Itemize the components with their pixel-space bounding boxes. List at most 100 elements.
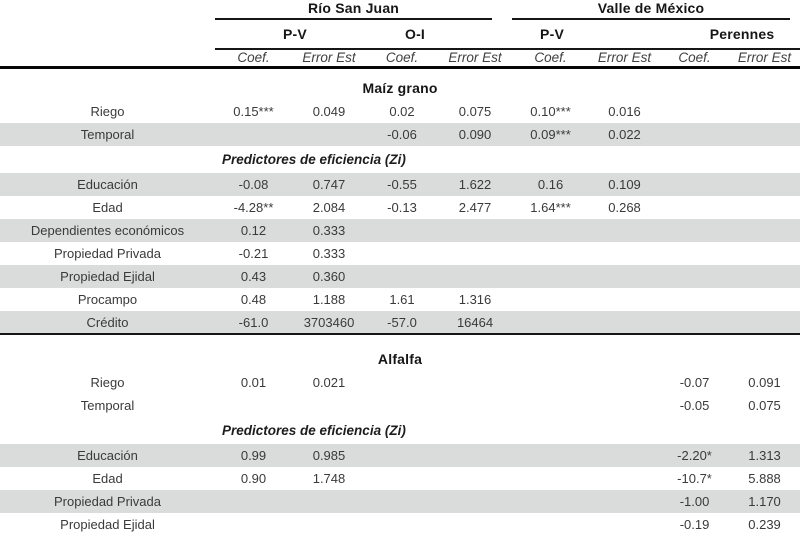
region-header-group: Río San Juan xyxy=(215,0,512,20)
cell-value xyxy=(729,196,800,219)
cell-value xyxy=(512,242,589,265)
cell-value: 1.313 xyxy=(729,444,800,467)
row-label: Edad xyxy=(92,471,123,486)
row-label: Educación xyxy=(0,444,215,467)
row-label: Riego xyxy=(90,104,125,119)
cell-value xyxy=(512,394,589,417)
cell-value: -0.06 xyxy=(366,123,438,146)
cell-value: 5.888 xyxy=(748,471,781,486)
table-row: Dependientes económicos 0.12 0.333 xyxy=(0,219,800,242)
cell-value: -4.28** xyxy=(233,200,274,215)
row-label: Propiedad Privada xyxy=(0,490,215,513)
subheader-row: Predictores de eficiencia (Zi) xyxy=(0,146,800,173)
cell-value: 0.239 xyxy=(748,517,781,532)
cell-value xyxy=(660,173,730,196)
cell-value xyxy=(438,242,512,265)
cell-value: 16464 xyxy=(438,311,513,335)
cell-value xyxy=(292,123,366,146)
cell-value xyxy=(438,394,512,417)
cell-value xyxy=(512,219,590,242)
region-header-group: Valle de México xyxy=(512,0,800,20)
cell-value: 0.48 xyxy=(240,292,267,307)
subheader-label: Predictores de eficiencia (Zi) xyxy=(222,152,406,167)
stat-header-coef: Coef. xyxy=(512,49,590,69)
cell-value xyxy=(729,311,800,335)
cell-value xyxy=(438,513,512,536)
cell-value: 0.747 xyxy=(292,173,366,196)
cell-value xyxy=(589,490,661,513)
cell-value: 1.188 xyxy=(312,292,346,307)
cell-value: 0.333 xyxy=(312,246,346,261)
section-title: Maíz grano xyxy=(362,80,438,96)
stat-header-error-est: Error Est xyxy=(292,49,366,69)
cell-value: 2.477 xyxy=(458,200,492,215)
row-label: Procampo xyxy=(77,292,138,307)
table-row: Propiedad Ejidal -0.19 0.239 xyxy=(0,513,800,536)
cell-value: 0.075 xyxy=(458,104,492,119)
row-label: Propiedad Privada xyxy=(54,246,161,261)
section-title-row: Maíz grano xyxy=(0,67,800,100)
region-header-row: Río San Juan Valle de México xyxy=(0,0,800,20)
stat-header-coef: Coef. xyxy=(660,49,730,69)
season-header-row: P-V O-I P-V Perennes xyxy=(0,20,800,50)
season-header-pv-rio-san-juan: P-V xyxy=(215,20,366,50)
cell-value: 0.022 xyxy=(589,123,661,146)
cell-value xyxy=(589,467,660,490)
cell-value: 0.43 xyxy=(215,265,292,288)
cell-value xyxy=(438,371,512,394)
cell-value: 0.90 xyxy=(240,471,267,486)
cell-value: 0.268 xyxy=(608,200,641,215)
cell-value xyxy=(366,513,438,536)
cell-value: 1.61 xyxy=(389,292,415,307)
cell-value xyxy=(215,513,292,536)
cell-value: -0.07 xyxy=(679,375,710,390)
cell-value xyxy=(366,490,438,513)
cell-value xyxy=(292,490,366,513)
row-label: Propiedad Ejidal xyxy=(60,517,155,532)
subheader-label: Predictores de eficiencia (Zi) xyxy=(222,423,406,438)
section-title: Alfalfa xyxy=(377,351,423,367)
stat-header-error-est: Error Est xyxy=(438,49,513,69)
cell-value xyxy=(512,467,589,490)
cell-value xyxy=(589,394,660,417)
cell-value xyxy=(589,265,661,288)
stat-header-coef: Coef. xyxy=(366,49,438,69)
cell-value: 1.64*** xyxy=(530,200,571,215)
cell-value xyxy=(589,242,660,265)
section-title-row: Alfalfa xyxy=(0,334,800,371)
cell-value: -0.08 xyxy=(215,173,292,196)
cell-value xyxy=(438,467,512,490)
cell-value: 0.15*** xyxy=(233,104,274,119)
table-row: Procampo 0.48 1.188 1.61 1.316 xyxy=(0,288,800,311)
cell-value xyxy=(660,288,729,311)
cell-value xyxy=(366,371,438,394)
cell-value xyxy=(729,265,800,288)
row-label: Temporal xyxy=(80,398,135,413)
cell-value xyxy=(512,288,589,311)
cell-value xyxy=(589,311,661,335)
cell-value xyxy=(512,371,589,394)
stat-header-error-est: Error Est xyxy=(589,49,661,69)
cell-value: 1.316 xyxy=(458,292,492,307)
cell-value xyxy=(512,490,590,513)
season-header-perennes: Perennes xyxy=(660,20,800,50)
cell-value: 1.170 xyxy=(729,490,800,513)
cell-value xyxy=(660,219,730,242)
cell-value xyxy=(366,467,438,490)
cell-value: -0.21 xyxy=(238,246,269,261)
cell-value: -0.13 xyxy=(387,200,417,215)
cell-value xyxy=(215,490,292,513)
cell-value: 0.360 xyxy=(292,265,366,288)
cell-value: 0.091 xyxy=(748,375,781,390)
cell-value: 1.748 xyxy=(312,471,346,486)
table-row: Edad -4.28** 2.084 -0.13 2.477 1.64*** 0.268 xyxy=(0,196,800,219)
row-label: Temporal xyxy=(0,123,215,146)
cell-value: -10.7* xyxy=(677,471,712,486)
region-header-valle-de-mexico: Valle de México xyxy=(512,0,791,20)
cell-value: 0.109 xyxy=(589,173,661,196)
cell-value xyxy=(292,394,366,417)
cell-value xyxy=(366,242,438,265)
cell-value xyxy=(660,123,730,146)
cell-value: 0.12 xyxy=(215,219,292,242)
